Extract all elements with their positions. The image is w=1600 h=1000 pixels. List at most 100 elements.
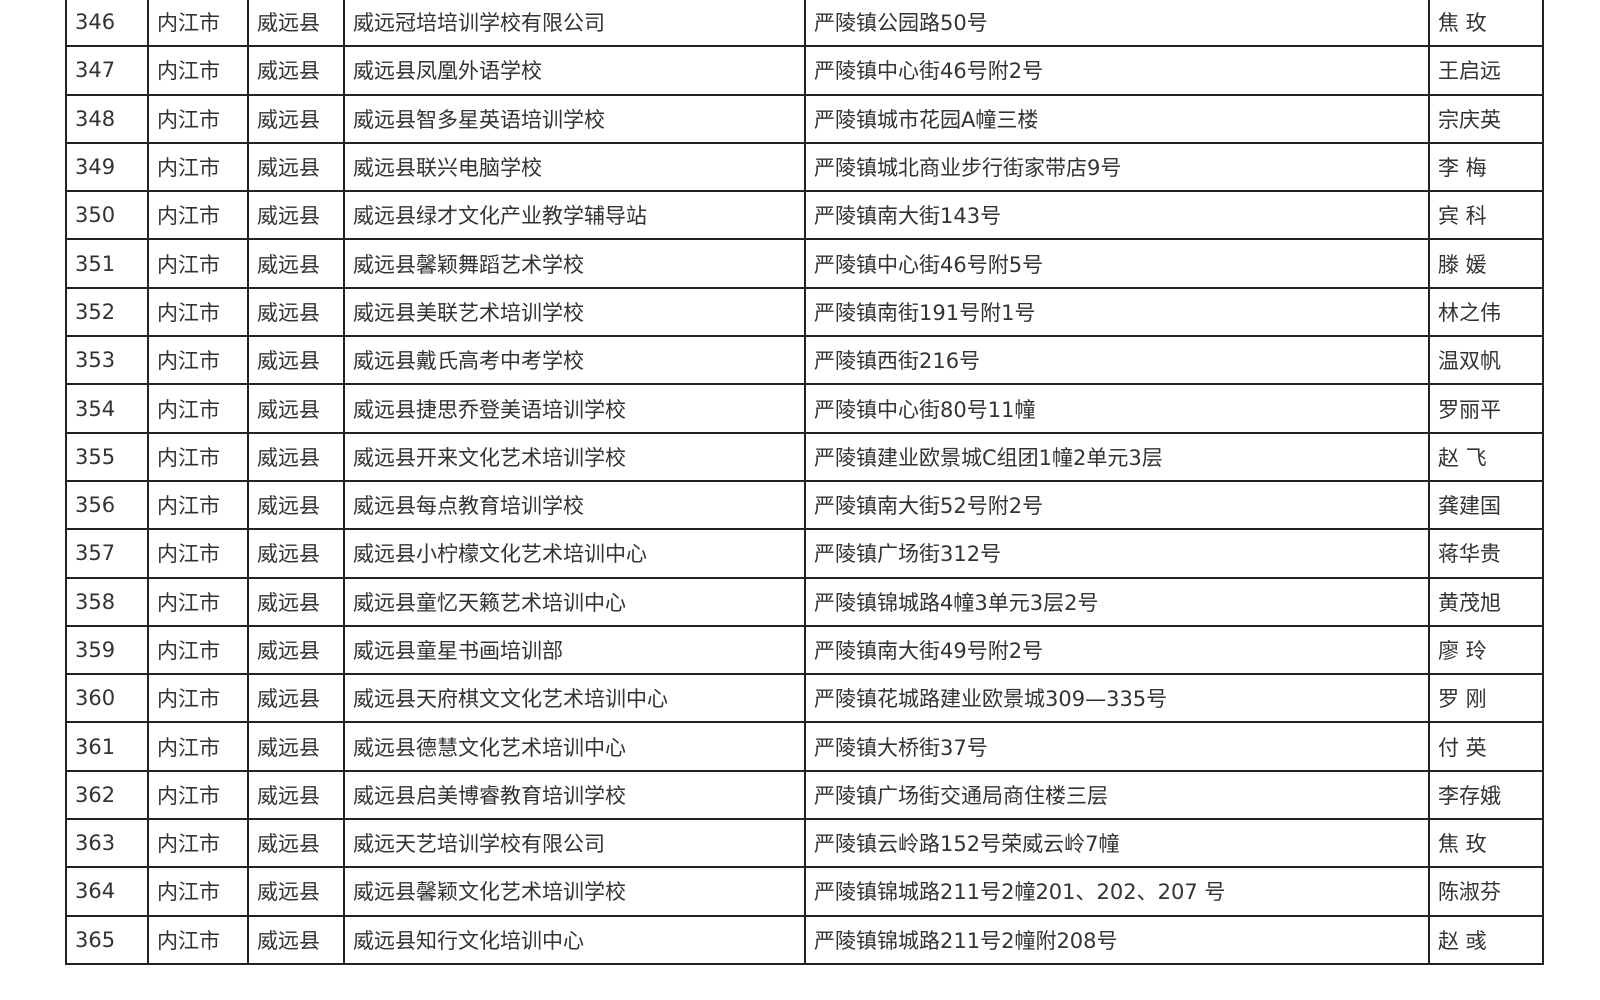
- city-cell: 内江市: [147, 673, 249, 724]
- table-row: 356 内江市 威远县 威远县每点教育培训学校 严陵镇南大街52号附2号 龚建国: [65, 479, 1544, 531]
- row-number: 347: [65, 45, 149, 96]
- contact-person-cell: 王启远: [1428, 45, 1544, 96]
- table-row: 359 内江市 威远县 威远县童星书画培训部 严陵镇南大街49号附2号廖 玲: [65, 624, 1544, 676]
- address-cell: 严陵镇南大街52号附2号: [804, 479, 1430, 531]
- address-cell: 严陵镇南大街49号附2号: [804, 624, 1430, 676]
- county-cell: 威远县: [247, 93, 345, 144]
- contact-person-cell: 李 梅: [1428, 141, 1544, 193]
- city-cell: 内江市: [147, 914, 249, 965]
- row-number: 352: [65, 286, 149, 338]
- county-cell: 威远县: [247, 528, 345, 579]
- row-number: 356: [65, 479, 149, 531]
- address-cell: 严陵镇西街216号: [804, 335, 1430, 386]
- city-cell: 内江市: [147, 479, 249, 531]
- table-row: 363 内江市 威远县 威远天艺培训学校有限公司 严陵镇云岭路152号荣威云岭7幢焦 玫: [65, 818, 1544, 869]
- school-name-cell: 威远县绿才文化产业教学辅导站: [343, 190, 806, 241]
- table-row: 355 内江市 威远县 威远县开来文化艺术培训学校 严陵镇建业欧景城C组团1幢2单元3层…: [65, 431, 1544, 482]
- contact-person-cell: 林之伟: [1428, 286, 1544, 338]
- row-number: 348: [65, 93, 149, 144]
- school-name-cell: 威远县馨颖文化艺术培训学校: [343, 866, 806, 917]
- contact-person-cell: 赵 彧: [1428, 914, 1544, 965]
- table-row: 353 内江市 威远县 威远县戴氏高考中考学校 严陵镇西街216号 温双帆: [65, 335, 1544, 386]
- address-cell: 严陵镇云岭路152号荣威云岭7幢: [804, 818, 1430, 869]
- contact-person-cell: 宾 科: [1428, 190, 1544, 241]
- county-cell: 威远县: [247, 866, 345, 917]
- school-name-cell: 威远县智多星英语培训学校: [343, 93, 806, 144]
- address-cell: 严陵镇锦城路211号2幢201、202、207 号: [804, 866, 1430, 917]
- school-name-cell: 威远县小柠檬文化艺术培训中心: [343, 528, 806, 579]
- contact-person-cell: 焦 玫: [1428, 818, 1544, 869]
- county-cell: 威远县: [247, 0, 345, 48]
- city-cell: 内江市: [147, 818, 249, 869]
- school-name-cell: 威远县每点教育培训学校: [343, 479, 806, 531]
- table-row: 358 内江市 威远县 威远县童忆天籁艺术培训中心 严陵镇锦城路4幢3单元3层2号 黄茂旭: [65, 576, 1544, 627]
- row-number: 349: [65, 141, 149, 193]
- address-cell: 严陵镇花城路建业欧景城309—335号: [804, 673, 1430, 724]
- address-cell: 严陵镇广场街312号: [804, 528, 1430, 579]
- table-row: 357 内江市 威远县 威远县小柠檬文化艺术培训中心 严陵镇广场街312号 蒋华贵: [65, 528, 1544, 579]
- row-number: 364: [65, 866, 149, 917]
- city-cell: 内江市: [147, 769, 249, 821]
- school-name-cell: 威远县凤凰外语学校: [343, 45, 806, 96]
- address-cell: 严陵镇城北商业步行街家带店9号: [804, 141, 1430, 193]
- row-number: 346: [65, 0, 149, 48]
- contact-person-cell: 宗庆英: [1428, 93, 1544, 144]
- contact-person-cell: 黄茂旭: [1428, 576, 1544, 627]
- county-cell: 威远县: [247, 45, 345, 96]
- city-cell: 内江市: [147, 190, 249, 241]
- school-name-cell: 威远县启美博睿教育培训学校: [343, 769, 806, 821]
- table-row: 364 内江市 威远县 威远县馨颖文化艺术培训学校 严陵镇锦城路211号2幢201、20…: [65, 866, 1544, 917]
- contact-person-cell: 陈淑芬: [1428, 866, 1544, 917]
- table-row: 361 内江市 威远县 威远县德慧文化艺术培训中心 严陵镇大桥街37号付 英: [65, 721, 1544, 772]
- county-cell: 威远县: [247, 673, 345, 724]
- county-cell: 威远县: [247, 431, 345, 482]
- address-cell: 严陵镇锦城路211号2幢附208号: [804, 914, 1430, 965]
- address-cell: 严陵镇锦城路4幢3单元3层2号: [804, 576, 1430, 627]
- table-row: 346 内江市 威远县 威远冠培培训学校有限公司 严陵镇公园路50号焦 玫: [65, 0, 1544, 48]
- contact-person-cell: 焦 玫: [1428, 0, 1544, 48]
- county-cell: 威远县: [247, 624, 345, 676]
- city-cell: 内江市: [147, 238, 249, 289]
- city-cell: 内江市: [147, 141, 249, 193]
- table-row: 349 内江市 威远县 威远县联兴电脑学校 严陵镇城北商业步行街家带店9号李 梅: [65, 141, 1544, 193]
- city-cell: 内江市: [147, 0, 249, 48]
- school-name-cell: 威远县戴氏高考中考学校: [343, 335, 806, 386]
- county-cell: 威远县: [247, 190, 345, 241]
- city-cell: 内江市: [147, 431, 249, 482]
- county-cell: 威远县: [247, 769, 345, 821]
- table-row: 351 内江市 威远县 威远县馨颖舞蹈艺术学校 严陵镇中心街46号附5号滕 媛: [65, 238, 1544, 289]
- county-cell: 威远县: [247, 721, 345, 772]
- county-cell: 威远县: [247, 383, 345, 434]
- school-name-cell: 威远县联兴电脑学校: [343, 141, 806, 193]
- contact-person-cell: 温双帆: [1428, 335, 1544, 386]
- city-cell: 内江市: [147, 576, 249, 627]
- school-name-cell: 威远县童星书画培训部: [343, 624, 806, 676]
- school-name-cell: 威远县知行文化培训中心: [343, 914, 806, 965]
- city-cell: 内江市: [147, 93, 249, 144]
- address-cell: 严陵镇建业欧景城C组团1幢2单元3层: [804, 431, 1430, 482]
- table-row: 347 内江市 威远县 威远县凤凰外语学校 严陵镇中心街46号附2号 王启远: [65, 45, 1544, 96]
- school-name-cell: 威远冠培培训学校有限公司: [343, 0, 806, 48]
- contact-person-cell: 廖 玲: [1428, 624, 1544, 676]
- county-cell: 威远县: [247, 914, 345, 965]
- city-cell: 内江市: [147, 624, 249, 676]
- contact-person-cell: 蒋华贵: [1428, 528, 1544, 579]
- address-cell: 严陵镇中心街80号11幢: [804, 383, 1430, 434]
- address-cell: 严陵镇中心街46号附2号: [804, 45, 1430, 96]
- city-cell: 内江市: [147, 335, 249, 386]
- row-number: 354: [65, 383, 149, 434]
- table-row: 360 内江市 威远县 威远县天府棋文文化艺术培训中心 严陵镇花城路建业欧景城309—3…: [65, 673, 1544, 724]
- row-number: 358: [65, 576, 149, 627]
- city-cell: 内江市: [147, 528, 249, 579]
- county-cell: 威远县: [247, 576, 345, 627]
- table-row: 362 内江市 威远县 威远县启美博睿教育培训学校 严陵镇广场街交通局商住楼三层 李存娥: [65, 769, 1544, 821]
- address-cell: 严陵镇南大街143号: [804, 190, 1430, 241]
- county-cell: 威远县: [247, 335, 345, 386]
- row-number: 359: [65, 624, 149, 676]
- contact-person-cell: 付 英: [1428, 721, 1544, 772]
- county-cell: 威远县: [247, 238, 345, 289]
- address-cell: 严陵镇广场街交通局商住楼三层: [804, 769, 1430, 821]
- contact-person-cell: 罗丽平: [1428, 383, 1544, 434]
- table-row: 365 内江市 威远县 威远县知行文化培训中心 严陵镇锦城路211号2幢附208号赵 彧: [65, 914, 1544, 965]
- school-name-cell: 威远县开来文化艺术培训学校: [343, 431, 806, 482]
